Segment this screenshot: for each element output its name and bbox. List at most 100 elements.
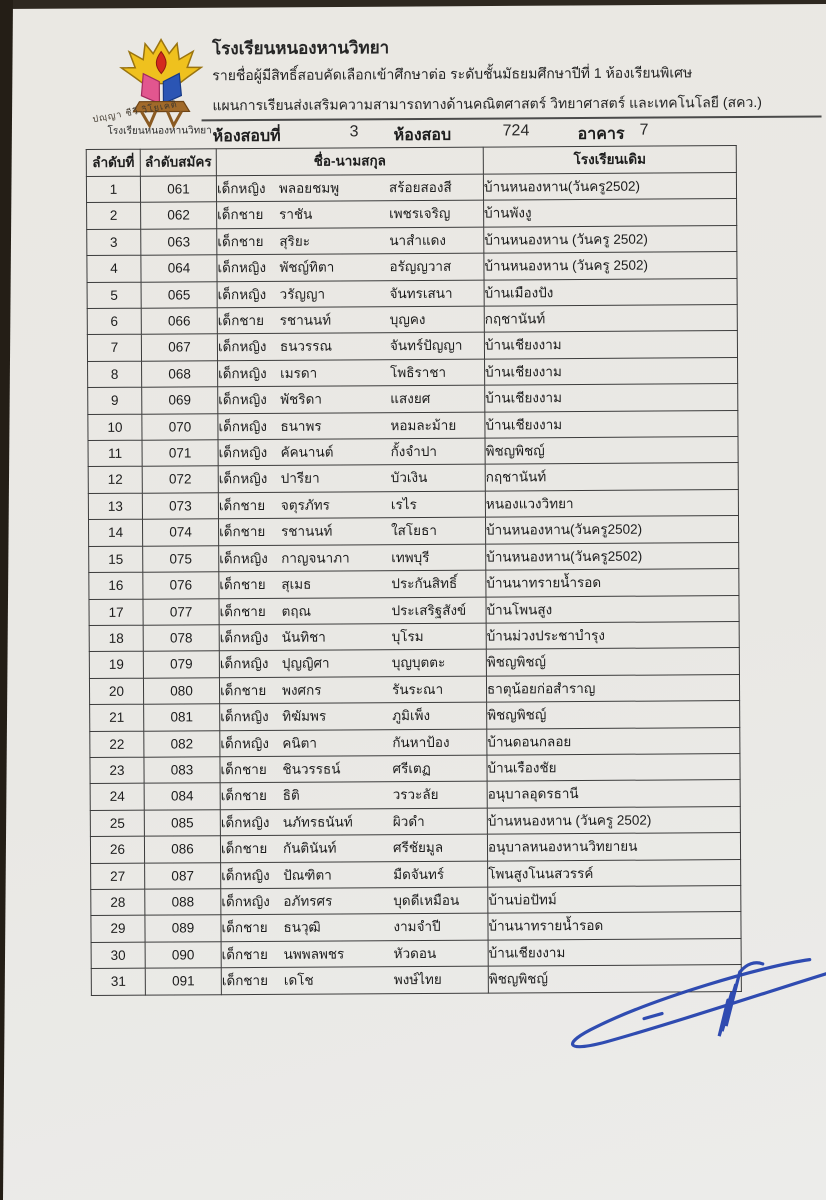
school-logo [119, 38, 204, 130]
last-name: จันทรเสนา [389, 285, 453, 301]
cell-application-no: 079 [143, 651, 220, 678]
table-row: 10 070 เด็กหญิง ธนาพร หอมละม้าย บ้านเชียงง… [87, 410, 738, 441]
first-name: ราชัน [279, 207, 313, 223]
cell-previous-school: โพนสูงโนนสวรรค์ [487, 859, 741, 888]
cell-application-no: 062 [140, 202, 217, 230]
cell-full-name: เด็กหญิง กาญจนาภา เทพบุรี [218, 543, 486, 572]
cell-full-name: เด็กชาย จตุรภัทร เรไร [218, 490, 486, 520]
cell-application-no: 074 [142, 519, 219, 546]
header-previous-school: โรงเรียนเดิม [483, 145, 737, 175]
cell-full-name: เด็กหญิง ทิฆัมพร ภูมิเพ็ง [219, 702, 487, 731]
cell-previous-school: บ้านเชียงงาม [484, 330, 738, 359]
crest-legs [140, 110, 183, 130]
cell-seq: 25 [90, 809, 145, 837]
cell-application-no: 071 [142, 439, 219, 467]
last-name: บุดดีเหมือน [393, 892, 460, 909]
cell-application-no: 081 [143, 703, 220, 731]
cell-previous-school: บ้านพังงู [483, 198, 737, 227]
name-title: เด็กชาย [220, 761, 267, 778]
cell-full-name: เด็กหญิง พัชญ์ทิตา อรัญญวาส [216, 253, 485, 282]
name-title: เด็กหญิง [220, 709, 269, 725]
cell-full-name: เด็กหญิง คัคนานต์ กั้งจำปา [218, 438, 486, 467]
cell-application-no: 061 [140, 175, 217, 203]
table-row: 24 084 เด็กชาย ธิติ วรวะลัย อนุบาลอุดรธานี [90, 779, 741, 811]
cell-full-name: เด็กหญิง วรัญญา จันทรเสนา [217, 279, 485, 308]
cell-application-no: 069 [141, 386, 218, 414]
last-name: หอมละม้าย [390, 417, 457, 433]
exam-room-line: ห้องสอบที่ 3 ห้องสอบ 724 อาคาร 7 [0, 121, 824, 148]
header-full-name: ชื่อ-นามสกุล [216, 147, 484, 176]
cell-application-no: 064 [140, 254, 218, 282]
cell-full-name: เด็กชาย กันตินันท์ ศรีชัยมูล [220, 834, 488, 863]
last-name: รันระณา [391, 681, 444, 697]
last-name: สร้อยสองสี [388, 179, 452, 196]
name-title: เด็กชาย [221, 973, 269, 989]
first-name: นันทิชา [281, 629, 326, 645]
cell-full-name: เด็กหญิง ธนาพร หอมละม้าย [217, 411, 486, 440]
name-title: เด็กชาย [217, 233, 264, 250]
cell-full-name: เด็กหญิง ปัณฑิตา มืดจันทร์ [220, 860, 488, 889]
cell-seq: 21 [89, 704, 144, 732]
page-title: โรงเรียนหนองหานวิทยา [212, 38, 390, 59]
name-title: เด็กชาย [219, 524, 266, 540]
name-title: เด็กหญิง [220, 814, 270, 830]
cell-full-name: เด็กหญิง เมรดา โพธิราชา [217, 358, 485, 387]
cell-previous-school: บ้านหนองหาน (วันครู 2502) [483, 251, 738, 280]
cell-previous-school: บ้านเชียงงาม [484, 410, 738, 439]
cell-previous-school: อนุบาลอุดรธานี [487, 779, 741, 808]
first-name: จตุรภัทร [280, 497, 330, 513]
table-row: 22 082 เด็กหญิง คนิตา กันหาป้อง บ้านดอนกลอ… [89, 727, 740, 758]
cell-previous-school: บ้านหนองหาน(วันครู2502) [485, 515, 739, 544]
name-title: เด็กชาย [221, 946, 268, 963]
first-name: พัชริดา [280, 391, 322, 408]
cell-previous-school: บ้านดอนกลอย [486, 727, 740, 756]
table-row: 14 074 เด็กชาย รชานนท์ ใสโยธา บ้านหนองหาน(… [88, 515, 739, 547]
name-title: เด็กชาย [217, 207, 264, 223]
cell-full-name: เด็กชาย ธนวุฒิ งามจำปี [220, 913, 489, 942]
cell-seq: 15 [88, 545, 143, 573]
table-row: 4 064 เด็กหญิง พัชญ์ทิตา อรัญญวาส บ้านหนอง… [86, 251, 738, 283]
table-row: 23 083 เด็กชาย ชินวรรธน์ ศรีเตฏ บ้านเรืองช… [89, 753, 741, 784]
name-title: เด็กชาย [218, 497, 266, 514]
first-name: พงศกร [281, 682, 322, 698]
first-name: พลอยชมพู [278, 180, 340, 196]
cell-previous-school: บ้านม่วงประชาบำรุง [486, 621, 740, 650]
cell-application-no: 075 [142, 545, 219, 573]
first-name: นพพลพชร [283, 946, 345, 962]
cell-previous-school: กฤชานันท์ [485, 463, 739, 491]
cell-seq: 12 [88, 466, 143, 494]
cell-application-no: 082 [143, 730, 220, 758]
cell-seq: 28 [90, 889, 145, 916]
cell-previous-school: บ้านหนองหาน(วันครู2502) [485, 542, 739, 571]
name-title: เด็กหญิง [218, 365, 267, 382]
document-subtitle-1: รายชื่อผู้มีสิทธิ์สอบคัดเลือกเข้าศึกษาต่… [212, 64, 693, 84]
photo-edge-top [0, 0, 826, 9]
cell-full-name: เด็กหญิง ปุญญิศา บุญบุตตะ [219, 649, 487, 678]
name-title: เด็กหญิง [221, 867, 270, 883]
signature-dash [642, 1011, 664, 1021]
table-row: 1 061 เด็กหญิง พลอยชมพู สร้อยสองสี บ้านหนอ… [86, 172, 737, 203]
cell-seq: 3 [86, 229, 141, 256]
cell-seq: 22 [89, 730, 144, 758]
cell-full-name: เด็กชาย สุริยะ นาสำแดง [216, 226, 484, 255]
first-name: กาญจนาภา [281, 550, 350, 566]
table-row: 19 079 เด็กหญิง ปุญญิศา บุญบุตตะ พิชญพิชญ์ [89, 647, 740, 679]
cell-previous-school: บ้านหนองหาน (วันครู 2502) [487, 806, 741, 835]
cell-previous-school: บ้านบ่อปัทม์ [487, 885, 741, 914]
cell-application-no: 077 [142, 598, 220, 626]
cell-application-no: 068 [141, 360, 218, 388]
cell-seq: 11 [88, 440, 143, 467]
cell-seq: 14 [88, 519, 143, 547]
last-name: เพชรเจริญ [389, 206, 451, 222]
cell-application-no: 087 [144, 862, 221, 890]
name-title: เด็กหญิง [219, 550, 268, 566]
last-name: เรไร [390, 496, 417, 513]
table-row: 16 076 เด็กชาย สุเมธ ประกันสิทธิ์ บ้านนาทร… [88, 568, 739, 600]
table-row: 15 075 เด็กหญิง กาญจนาภา เทพบุรี บ้านหนองห… [88, 542, 739, 573]
cell-application-no: 063 [140, 228, 217, 256]
cell-application-no: 073 [142, 492, 219, 520]
cell-seq: 1 [86, 176, 141, 203]
cell-previous-school: บ้านเชียงงาม [484, 383, 738, 412]
